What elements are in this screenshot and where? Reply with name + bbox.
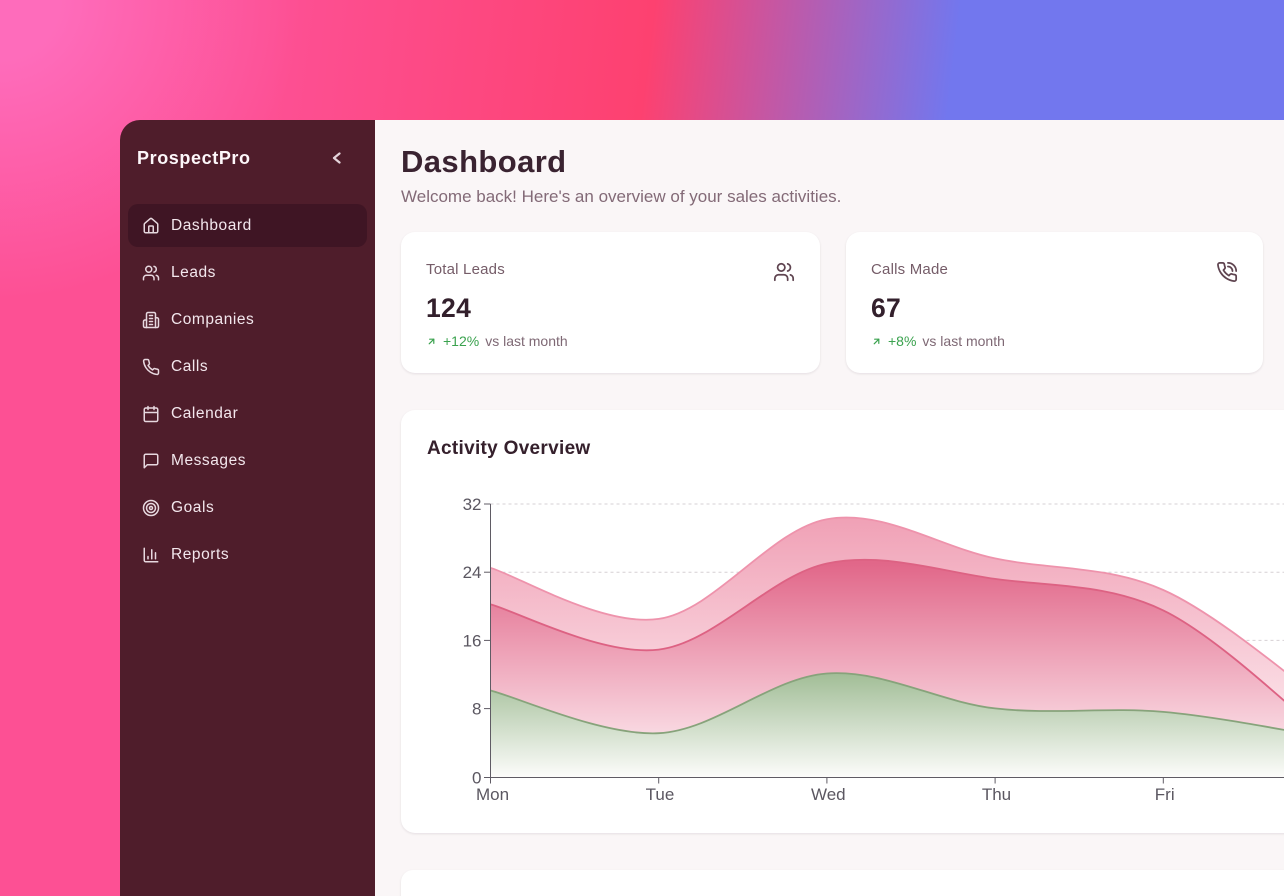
svg-text:Fri: Fri: [1155, 785, 1175, 804]
svg-text:32: 32: [463, 495, 482, 514]
svg-text:Wed: Wed: [811, 785, 846, 804]
svg-text:0: 0: [472, 769, 481, 788]
svg-text:Mon: Mon: [476, 785, 509, 804]
svg-text:24: 24: [463, 563, 482, 582]
svg-text:Thu: Thu: [982, 785, 1011, 804]
svg-text:Tue: Tue: [646, 785, 675, 804]
svg-text:8: 8: [472, 700, 481, 719]
svg-text:16: 16: [463, 631, 482, 650]
